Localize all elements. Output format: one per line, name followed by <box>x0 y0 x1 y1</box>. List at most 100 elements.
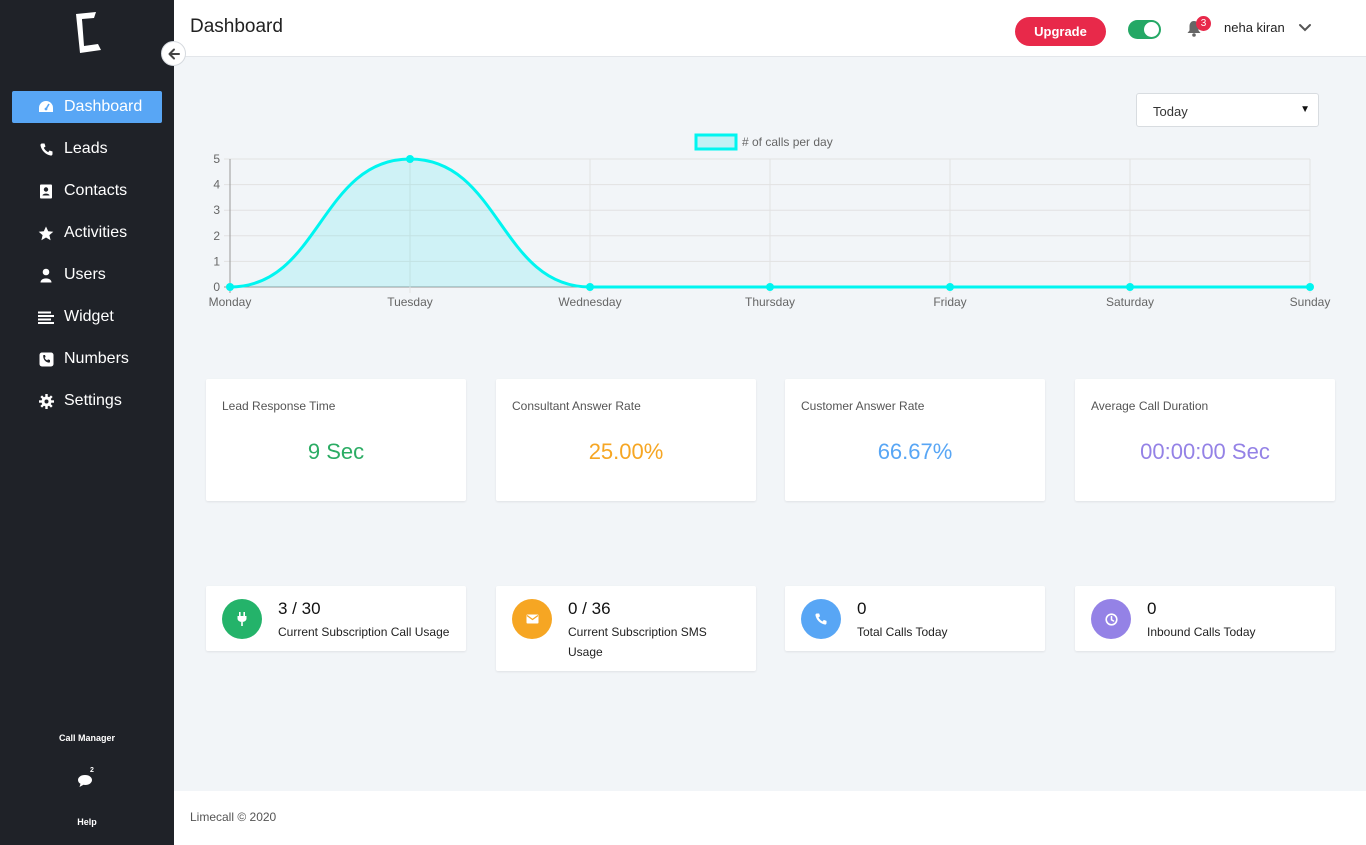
stat-label: Customer Answer Rate <box>801 399 925 413</box>
usage-value: 0 / 36 <box>568 599 611 618</box>
sidebar: Dashboard Leads Contacts Activities User… <box>0 0 174 845</box>
date-range-selected: Today <box>1153 104 1188 119</box>
usage-value: 0 <box>857 599 867 618</box>
data-point <box>766 283 774 291</box>
sidebar-item-label: Leads <box>64 140 108 157</box>
calls-per-day-chart: 0 1 2 3 4 5 Monday Tuesday Wednesday Thursday Fri… <box>209 133 1331 309</box>
usage-label: Current Subscription Call Usage <box>278 625 450 639</box>
y-tick-label: 0 <box>213 280 220 294</box>
address-book-icon <box>38 183 54 199</box>
stat-card-lead-response: Lead Response Time 9 Sec <box>206 379 466 501</box>
toggle-knob <box>1144 22 1159 37</box>
series-area <box>230 159 1310 287</box>
caret-down-icon: ▼ <box>1300 104 1310 115</box>
chat-bubble-icon <box>78 775 92 787</box>
y-tick-label: 2 <box>213 229 220 243</box>
notification-badge: 3 <box>1196 16 1211 31</box>
x-tick-label: Monday <box>209 295 252 309</box>
y-tick-label: 3 <box>213 203 220 217</box>
sidebar-item-label: Dashboard <box>64 98 143 115</box>
stat-card-consultant-answer-rate: Consultant Answer Rate 25.00% <box>496 379 756 501</box>
sidebar-item-label: Widget <box>64 308 114 325</box>
series-line <box>229 157 1310 289</box>
sidebar-item-label: Users <box>64 266 106 283</box>
star-icon <box>38 225 54 241</box>
x-tick-label: Tuesday <box>387 295 433 309</box>
sidebar-item-label: Contacts <box>64 182 128 199</box>
sidebar-item-settings[interactable]: Settings <box>12 385 162 417</box>
y-tick-label: 1 <box>213 254 220 268</box>
stat-value: 66.67% <box>877 439 953 464</box>
date-range-select[interactable]: Today ▼ <box>1136 93 1319 127</box>
usage-label: Total Calls Today <box>857 625 948 639</box>
sidebar-item-label: Settings <box>64 392 122 409</box>
limecall-logo[interactable] <box>68 10 108 56</box>
user-icon <box>38 267 54 283</box>
stat-label: Consultant Answer Rate <box>512 399 641 413</box>
x-tick-label: Friday <box>933 295 966 309</box>
usage-label: Inbound Calls Today <box>1147 625 1256 639</box>
data-point <box>406 155 414 163</box>
envelope-icon <box>526 614 538 624</box>
data-point <box>226 283 234 291</box>
usage-card-call: 3 / 30 Current Subscription Call Usage <box>206 586 466 651</box>
call-manager-link[interactable]: Call Manager <box>58 733 116 743</box>
upgrade-button[interactable]: Upgrade <box>1015 17 1106 46</box>
phone-square-icon <box>38 351 54 367</box>
chevron-down-icon[interactable] <box>1298 22 1312 34</box>
plug-icon <box>237 612 247 626</box>
sidebar-item-numbers[interactable]: Numbers <box>12 343 162 375</box>
usage-card-total-calls: 0 Total Calls Today <box>785 586 1045 651</box>
usage-icon-circle <box>222 599 262 639</box>
stat-value: 00:00:00 Sec <box>1140 439 1270 464</box>
chart-legend[interactable]: # of calls per day <box>694 133 833 151</box>
usage-card-sms: 0 / 36 Current Subscription SMS Usage <box>496 586 756 671</box>
help-link[interactable]: Help <box>77 817 97 827</box>
chart-y-ticks: 0 1 2 3 4 5 <box>213 152 220 294</box>
sidebar-nav: Dashboard Leads Contacts Activities User… <box>12 91 162 427</box>
y-tick-label: 4 <box>213 178 220 192</box>
stat-card-average-call-duration: Average Call Duration 00:00:00 Sec <box>1075 379 1335 501</box>
data-point <box>946 283 954 291</box>
chart-x-ticks: Monday Tuesday Wednesday Thursday Friday Satu… <box>209 295 1331 309</box>
sidebar-item-activities[interactable]: Activities <box>12 217 162 249</box>
sidebar-item-contacts[interactable]: Contacts <box>12 175 162 207</box>
data-point <box>1306 283 1314 291</box>
data-point <box>1126 283 1134 291</box>
sidebar-item-label: Activities <box>64 224 128 241</box>
arrow-left-icon <box>168 48 180 59</box>
y-tick-label: 5 <box>213 152 220 166</box>
x-tick-label: Thursday <box>745 295 795 309</box>
footer-copyright: Limecall © 2020 <box>190 810 277 824</box>
top-header: Dashboard Upgrade 3 neha kiran <box>174 0 1366 57</box>
usage-icon-circle <box>512 599 552 639</box>
page-title: Dashboard <box>190 16 283 37</box>
usage-icon-circle <box>801 599 841 639</box>
legend-label: # of calls per day <box>742 135 833 149</box>
list-icon <box>38 309 54 325</box>
phone-icon <box>815 613 827 625</box>
x-tick-label: Saturday <box>1106 295 1154 309</box>
usage-value: 3 / 30 <box>278 599 321 618</box>
dashboard-gauge-icon <box>38 99 54 115</box>
stat-label: Average Call Duration <box>1091 399 1209 413</box>
sidebar-item-users[interactable]: Users <box>12 259 162 291</box>
usage-card-inbound-calls: 0 Inbound Calls Today <box>1075 586 1335 651</box>
sidebar-item-leads[interactable]: Leads <box>12 133 162 165</box>
usage-label: Current Subscription SMS Usage <box>568 625 707 659</box>
collapse-sidebar-button[interactable] <box>161 41 186 66</box>
phone-icon <box>38 141 54 157</box>
stat-value: 9 Sec <box>307 439 365 464</box>
clock-icon <box>1104 612 1118 626</box>
stat-card-customer-answer-rate: Customer Answer Rate 66.67% <box>785 379 1045 501</box>
chat-button[interactable]: 2 <box>77 767 99 791</box>
sidebar-item-widget[interactable]: Widget <box>12 301 162 333</box>
sidebar-item-dashboard[interactable]: Dashboard <box>12 91 162 123</box>
user-menu[interactable]: neha kiran <box>1224 20 1285 35</box>
stat-value: 25.00% <box>588 439 664 464</box>
chat-badge: 2 <box>90 767 94 774</box>
availability-toggle[interactable] <box>1128 20 1161 39</box>
x-tick-label: Sunday <box>1290 295 1331 309</box>
data-point <box>586 283 594 291</box>
legend-swatch <box>694 133 738 151</box>
